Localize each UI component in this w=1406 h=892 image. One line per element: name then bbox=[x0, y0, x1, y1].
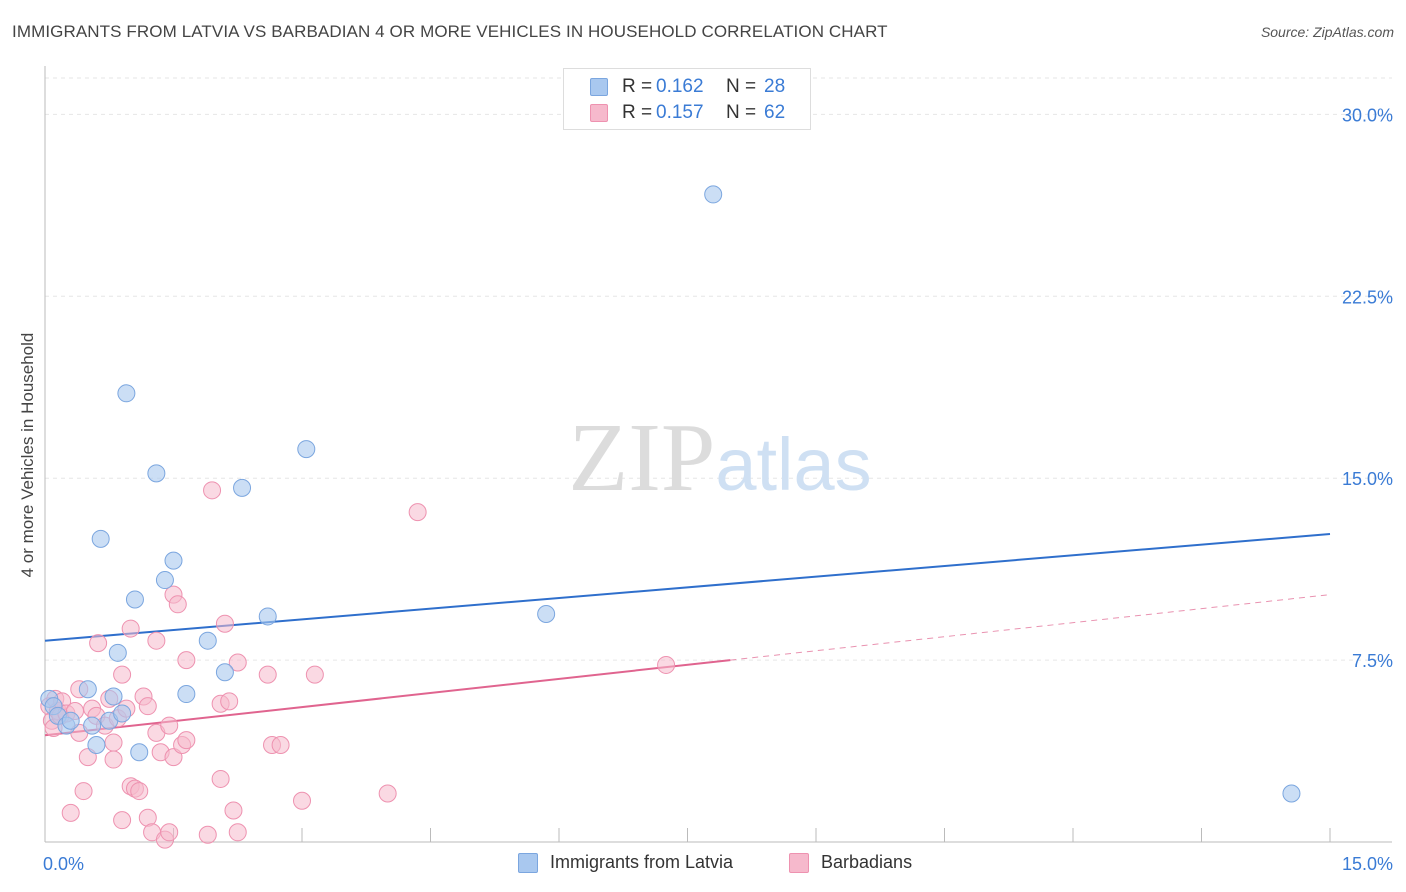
barbadian-point bbox=[408, 503, 427, 522]
latvia-point bbox=[233, 478, 252, 497]
legend-label: Immigrants from Latvia bbox=[550, 852, 734, 872]
barbadian-point bbox=[258, 665, 277, 684]
barbadian-point bbox=[228, 823, 247, 842]
latvia-point bbox=[108, 643, 127, 662]
latvia-point bbox=[91, 529, 110, 548]
y-axis-title: 4 or more Vehicles in Household bbox=[18, 332, 37, 578]
latvia-point bbox=[1282, 784, 1301, 803]
barbadian-point bbox=[293, 791, 311, 810]
barbadian-point bbox=[160, 823, 179, 842]
r-label: R = bbox=[622, 102, 653, 123]
latvia-point bbox=[258, 607, 277, 626]
barbadian-point bbox=[228, 653, 247, 672]
barbadian-point bbox=[61, 803, 80, 822]
barbadian-point bbox=[121, 619, 140, 638]
latvia-point bbox=[155, 571, 174, 590]
barbadian-point bbox=[89, 634, 108, 653]
data-points bbox=[40, 185, 1301, 849]
tick-labels: 7.5% 15.0% 22.5% 30.0% 0.0% 15.0% bbox=[43, 105, 1393, 874]
latvia-trend-line bbox=[44, 532, 1331, 642]
barbadian-point bbox=[198, 825, 217, 844]
latvia-point bbox=[164, 551, 183, 570]
latvia-swatch bbox=[518, 853, 538, 873]
latvia-point bbox=[104, 687, 123, 706]
barbadian-point bbox=[177, 651, 196, 670]
latvia-point bbox=[61, 711, 80, 730]
n-value: 28 bbox=[764, 76, 786, 97]
barbadian-point bbox=[113, 665, 132, 684]
barbadian-swatch bbox=[789, 853, 809, 873]
barbadian-point bbox=[160, 716, 179, 735]
latvia-point bbox=[87, 735, 106, 754]
x-tick-label: 15.0% bbox=[1342, 854, 1393, 874]
barbadian-point bbox=[271, 735, 290, 754]
r-label: R = bbox=[622, 76, 653, 97]
latvia-point bbox=[198, 631, 217, 650]
latvia-point bbox=[537, 605, 556, 624]
barbadian-point bbox=[220, 692, 239, 711]
latvia-swatch bbox=[590, 78, 608, 96]
barbadian-point bbox=[224, 801, 243, 820]
barbadian-swatch bbox=[590, 104, 608, 122]
barbadian-point bbox=[104, 733, 123, 752]
barbadian-trend-line bbox=[44, 659, 731, 737]
barbadian-point bbox=[378, 784, 397, 803]
n-value: 62 bbox=[764, 102, 786, 123]
latvia-point bbox=[117, 384, 136, 403]
latvia-point bbox=[83, 716, 102, 735]
latvia-point bbox=[704, 185, 723, 204]
barbadian-point bbox=[168, 595, 187, 614]
legend-label: Barbadians bbox=[821, 852, 913, 872]
latvia-point bbox=[177, 685, 196, 704]
barbadian-point bbox=[305, 665, 324, 684]
latvia-point bbox=[130, 743, 149, 762]
y-tick-label: 15.0% bbox=[1342, 469, 1393, 489]
barbadian-point bbox=[211, 769, 230, 788]
x-tick-label: 0.0% bbox=[43, 854, 84, 874]
chart-title: IMMIGRANTS FROM LATVIA VS BARBADIAN 4 OR… bbox=[12, 22, 888, 41]
source-label: Source: ZipAtlas.com bbox=[1260, 24, 1394, 40]
n-label: N = bbox=[726, 102, 757, 123]
barbadian-point bbox=[74, 782, 93, 801]
latvia-point bbox=[113, 704, 132, 723]
watermark: ZIPatlas bbox=[568, 404, 871, 512]
barbadian-point bbox=[113, 811, 132, 830]
y-tick-label: 7.5% bbox=[1352, 651, 1393, 671]
barbadian-point bbox=[203, 481, 222, 500]
barbadian-point bbox=[177, 731, 196, 750]
trend-lines bbox=[44, 532, 1331, 737]
latvia-point bbox=[297, 440, 316, 459]
barbadian-point bbox=[104, 750, 123, 769]
latvia-point bbox=[215, 663, 234, 682]
barbadian-point bbox=[130, 782, 149, 801]
r-value: 0.162 bbox=[656, 76, 704, 97]
y-tick-label: 30.0% bbox=[1342, 105, 1393, 125]
latvia-point bbox=[78, 680, 97, 699]
gridlines bbox=[45, 77, 1392, 661]
barbadian-point bbox=[147, 631, 166, 650]
y-tick-label: 22.5% bbox=[1342, 287, 1393, 307]
barbadian-point bbox=[215, 614, 234, 633]
latvia-point bbox=[147, 464, 166, 483]
barbadian-point bbox=[657, 655, 676, 674]
n-label: N = bbox=[726, 76, 757, 97]
stats-legend: R = 0.162 N = 28 R = 0.157 N = 62 bbox=[563, 68, 811, 130]
barbadian-trend-extension bbox=[730, 594, 1331, 661]
barbadian-point bbox=[138, 697, 157, 716]
r-value: 0.157 bbox=[656, 102, 704, 123]
latvia-point bbox=[125, 590, 144, 609]
